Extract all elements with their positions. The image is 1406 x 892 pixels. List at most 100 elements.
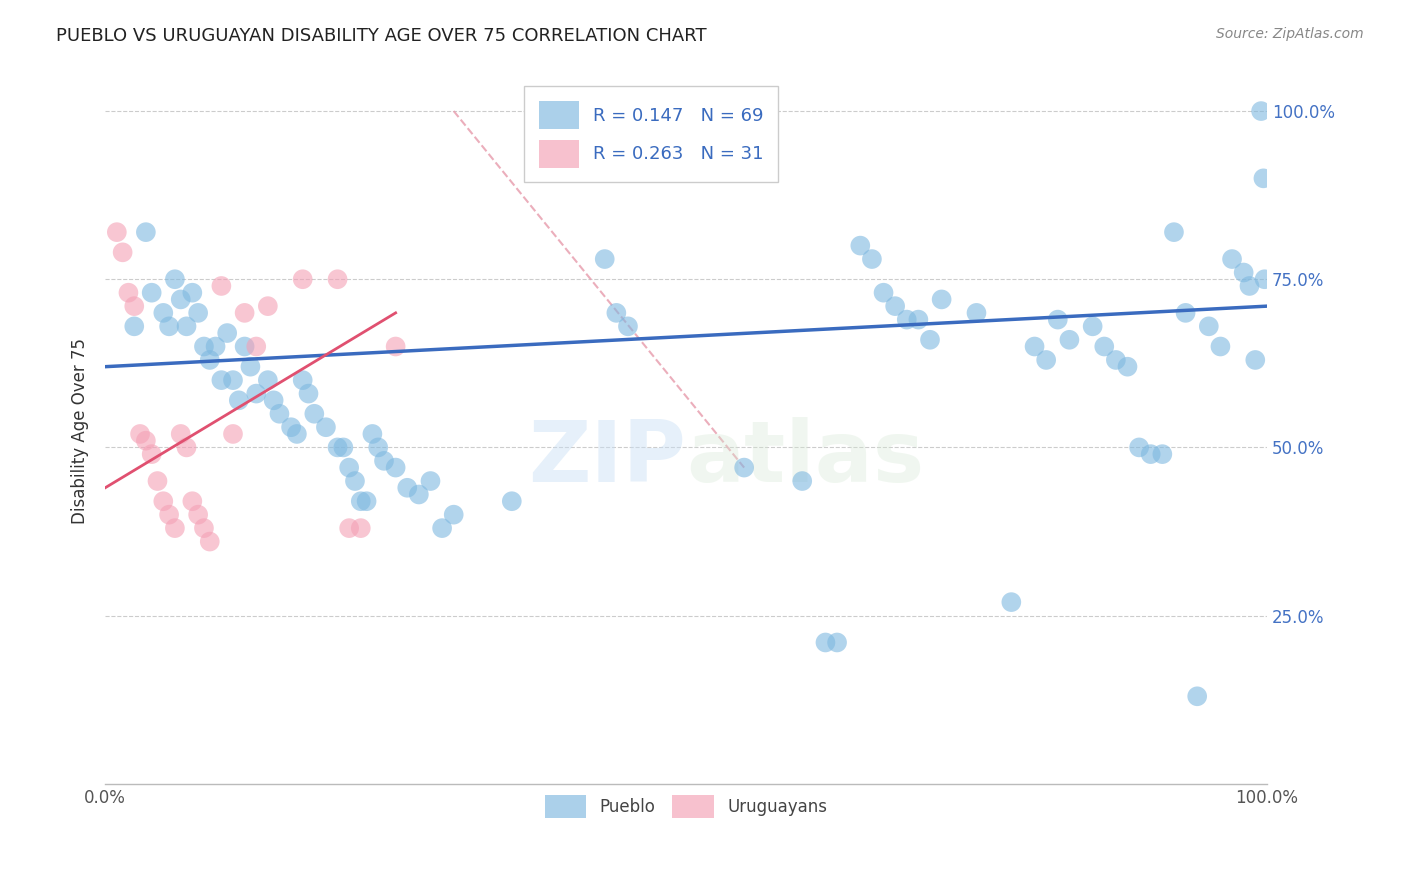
Point — [617, 319, 640, 334]
Point — [1116, 359, 1139, 374]
Point — [408, 487, 430, 501]
Point — [146, 474, 169, 488]
Point — [181, 285, 204, 300]
Point — [1253, 272, 1275, 286]
Point — [152, 306, 174, 320]
Point — [257, 373, 280, 387]
Point — [1092, 339, 1115, 353]
Point — [373, 454, 395, 468]
Text: Source: ZipAtlas.com: Source: ZipAtlas.com — [1216, 27, 1364, 41]
Point — [884, 299, 907, 313]
Point — [193, 339, 215, 353]
Text: atlas: atlas — [686, 417, 924, 500]
Point — [326, 441, 349, 455]
Point — [582, 104, 605, 119]
Point — [337, 521, 360, 535]
Point — [122, 319, 145, 334]
Point — [1233, 266, 1256, 280]
Point — [129, 426, 152, 441]
Point — [117, 285, 139, 300]
Point — [1244, 353, 1267, 368]
Point — [176, 319, 198, 334]
Point — [233, 339, 256, 353]
Point — [239, 359, 262, 374]
Point — [291, 272, 314, 286]
Point — [361, 426, 384, 441]
Point — [501, 494, 523, 508]
Point — [315, 420, 337, 434]
Point — [304, 407, 326, 421]
Point — [297, 386, 319, 401]
Point — [1035, 353, 1057, 368]
Point — [1000, 595, 1022, 609]
Point — [356, 494, 378, 508]
Point — [593, 252, 616, 266]
Point — [343, 474, 366, 488]
Point — [966, 306, 988, 320]
Point — [170, 293, 193, 307]
Point — [111, 245, 134, 260]
Point — [860, 252, 883, 266]
Point — [1185, 690, 1208, 704]
Point — [187, 508, 209, 522]
Point — [1209, 339, 1232, 353]
Text: ZIP: ZIP — [529, 417, 686, 500]
Point — [872, 285, 894, 300]
Point — [792, 474, 814, 488]
Point — [163, 272, 186, 286]
Point — [209, 279, 232, 293]
Point — [157, 319, 180, 334]
Point — [384, 339, 406, 353]
Y-axis label: Disability Age Over 75: Disability Age Over 75 — [72, 337, 89, 524]
Point — [291, 373, 314, 387]
Point — [217, 326, 239, 340]
Point — [443, 508, 465, 522]
Point — [1152, 447, 1174, 461]
Point — [605, 306, 627, 320]
Point — [269, 407, 291, 421]
Point — [222, 426, 245, 441]
Point — [1024, 339, 1046, 353]
Point — [326, 272, 349, 286]
Point — [170, 426, 193, 441]
Point — [825, 635, 848, 649]
Point — [1163, 225, 1185, 239]
Point — [1059, 333, 1081, 347]
Point — [1239, 279, 1261, 293]
Point — [280, 420, 302, 434]
Point — [896, 312, 918, 326]
Point — [187, 306, 209, 320]
Point — [228, 393, 250, 408]
Point — [198, 534, 221, 549]
Point — [384, 460, 406, 475]
Point — [849, 238, 872, 252]
Point — [157, 508, 180, 522]
Point — [204, 339, 226, 353]
Point — [152, 494, 174, 508]
Point — [135, 225, 157, 239]
Point — [1253, 171, 1275, 186]
Point — [257, 299, 280, 313]
Text: PUEBLO VS URUGUAYAN DISABILITY AGE OVER 75 CORRELATION CHART: PUEBLO VS URUGUAYAN DISABILITY AGE OVER … — [56, 27, 707, 45]
Point — [733, 460, 755, 475]
Point — [122, 299, 145, 313]
Point — [337, 460, 360, 475]
Point — [233, 306, 256, 320]
Point — [245, 386, 267, 401]
Point — [209, 373, 232, 387]
Point — [198, 353, 221, 368]
Point — [332, 441, 354, 455]
Point — [163, 521, 186, 535]
Point — [1105, 353, 1128, 368]
Point — [1174, 306, 1197, 320]
Point — [1128, 441, 1150, 455]
Point — [419, 474, 441, 488]
Point — [141, 447, 163, 461]
Point — [430, 521, 453, 535]
Point — [135, 434, 157, 448]
Point — [1220, 252, 1243, 266]
Point — [1250, 104, 1272, 119]
Legend: Pueblo, Uruguayans: Pueblo, Uruguayans — [538, 788, 834, 825]
Point — [1198, 319, 1220, 334]
Point — [931, 293, 953, 307]
